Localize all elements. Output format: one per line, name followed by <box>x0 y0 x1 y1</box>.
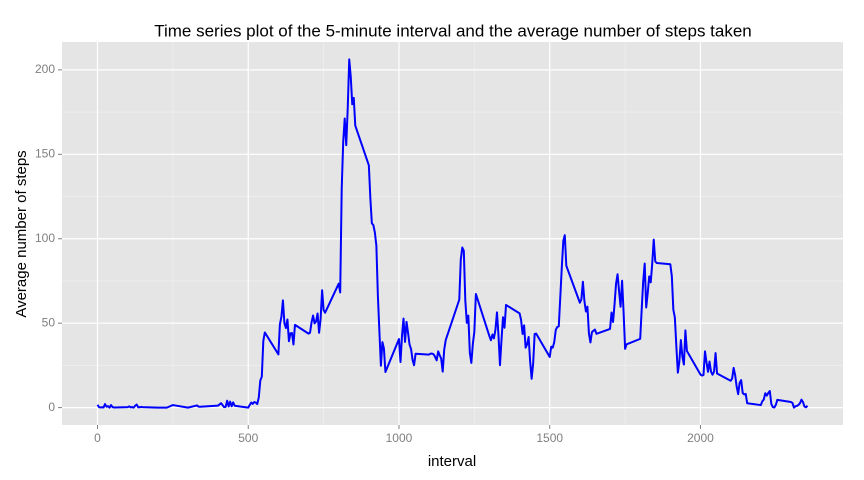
x-tick-label: 2000 <box>687 431 714 445</box>
x-tick-label: 1500 <box>536 431 563 445</box>
y-tick-label: 100 <box>35 231 55 245</box>
data-line <box>96 58 809 409</box>
y-axis-label: Average number of steps <box>13 150 30 317</box>
y-tick-label: 0 <box>48 400 55 414</box>
y-tick-label: 150 <box>35 146 55 160</box>
x-axis-label: interval <box>428 453 476 470</box>
x-tick-label: 500 <box>238 431 258 445</box>
y-tick-label: 200 <box>35 62 55 76</box>
y-tick-label: 50 <box>42 315 56 329</box>
x-tick-label: 0 <box>94 431 101 445</box>
x-tick-label: 1000 <box>386 431 413 445</box>
chart-title: Time series plot of the 5-minute interva… <box>154 21 752 40</box>
plot-panel <box>62 42 843 425</box>
